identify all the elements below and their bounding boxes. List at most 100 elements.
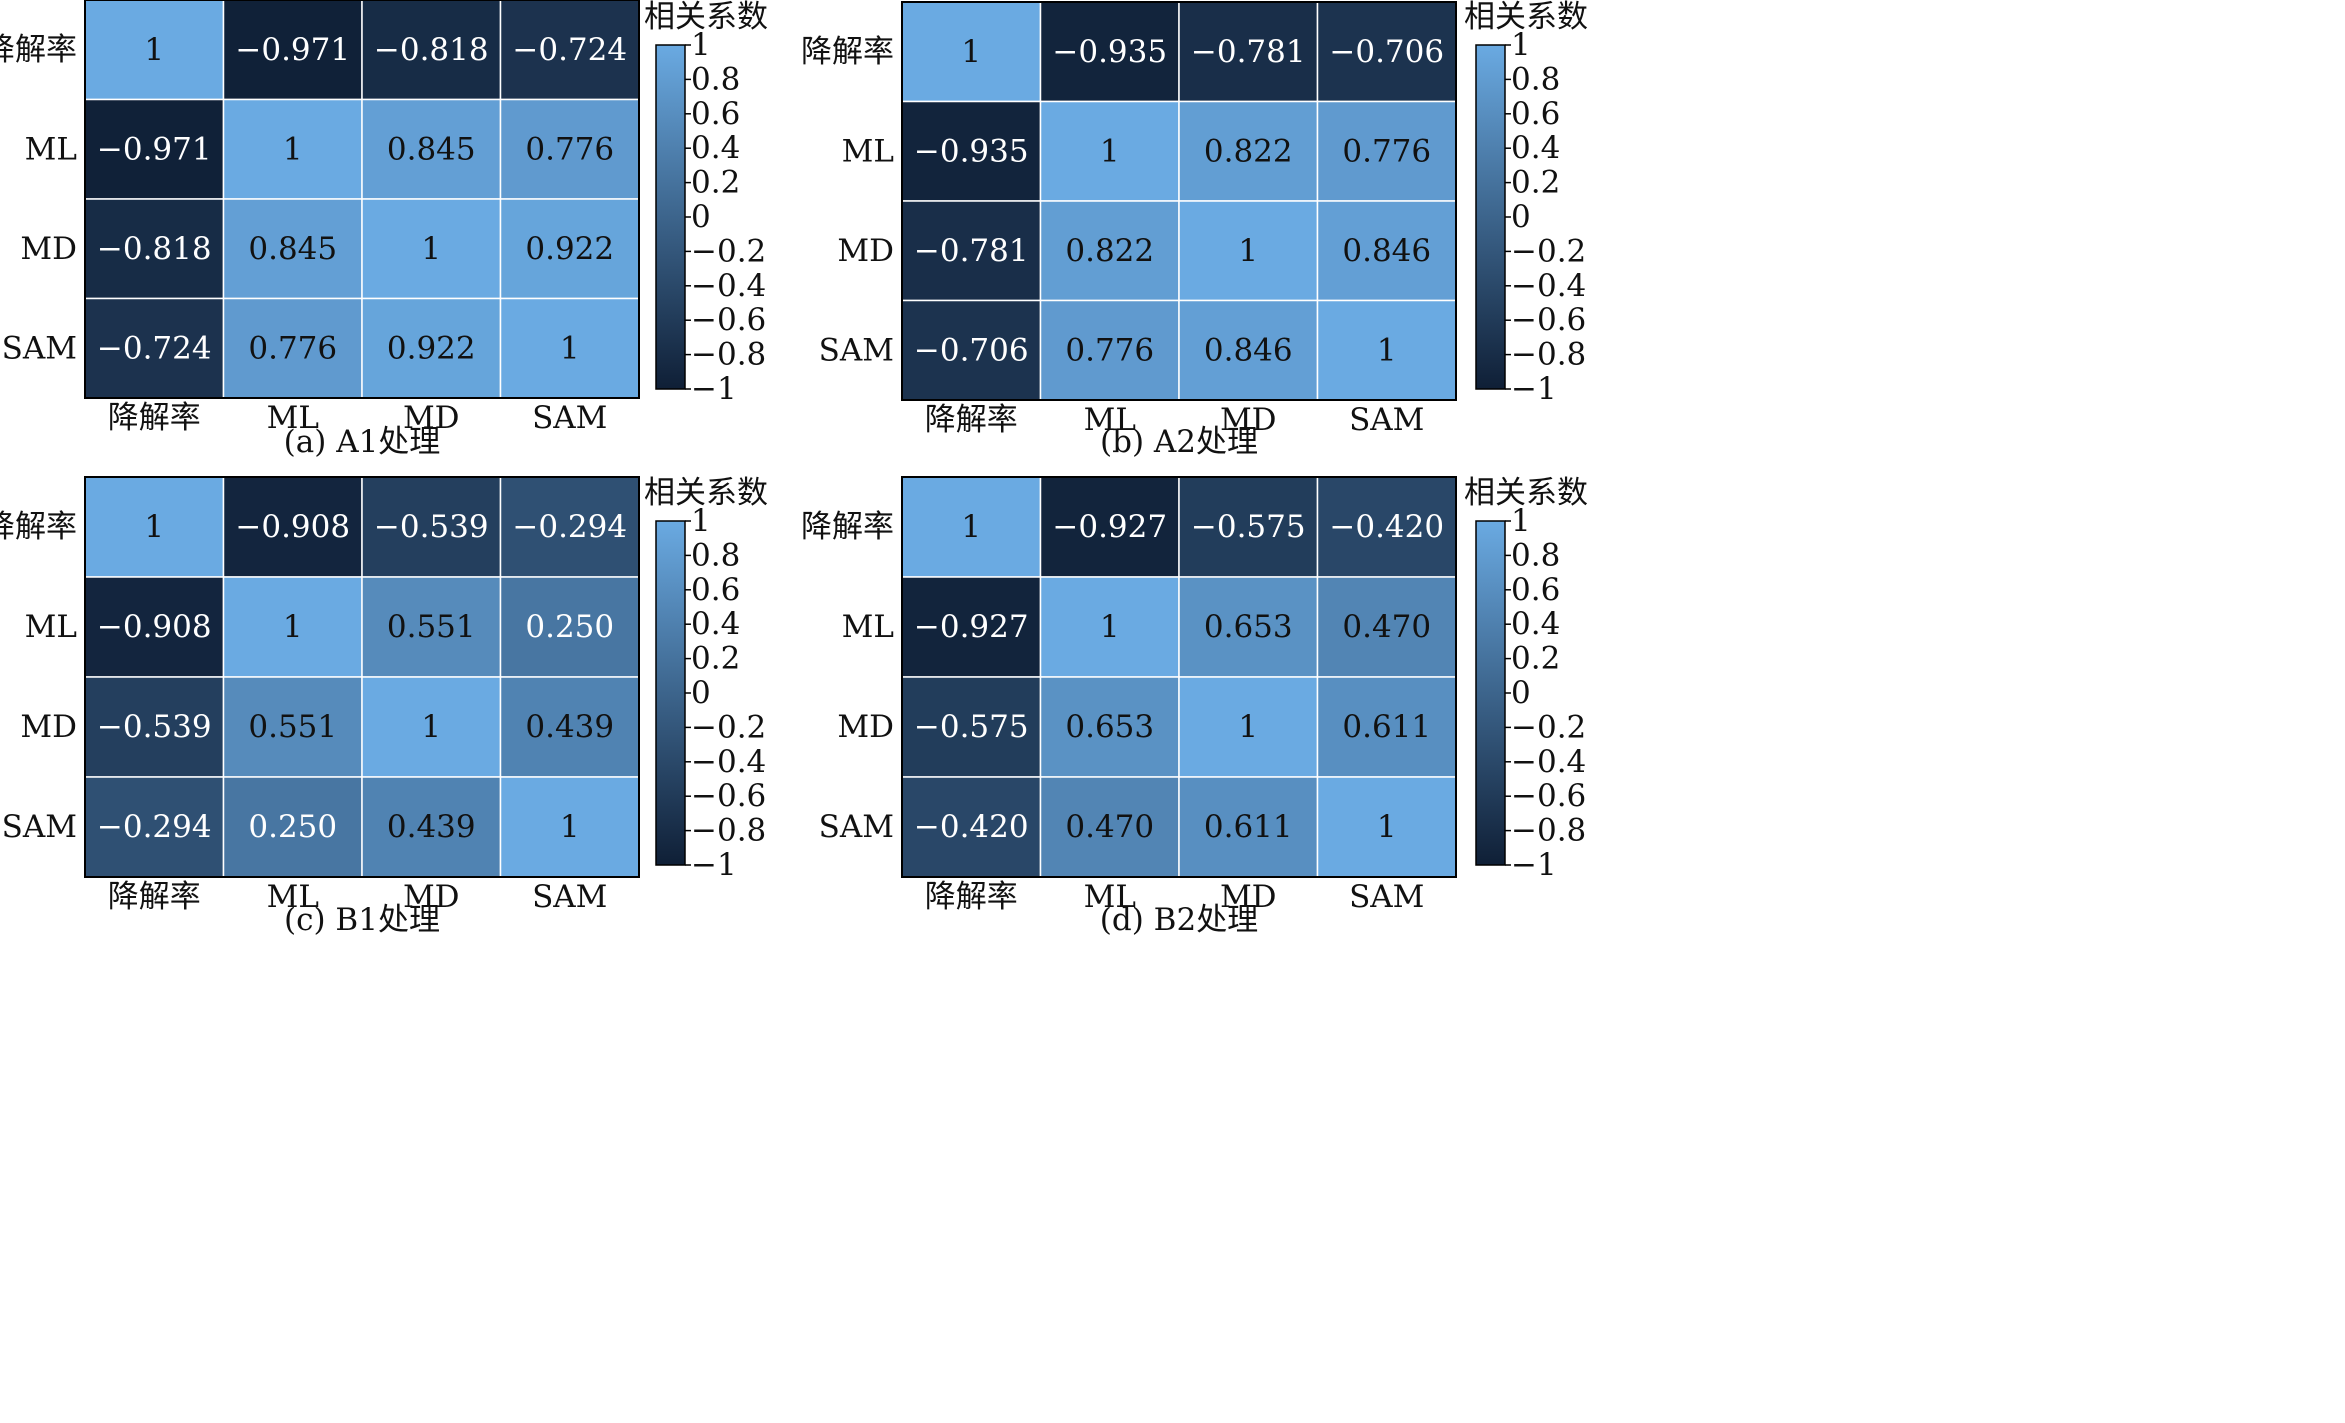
cell-value-label: 0.250 bbox=[248, 809, 337, 845]
cell-value-label: −0.908 bbox=[97, 609, 212, 645]
cell-value-label: 1 bbox=[1238, 709, 1258, 745]
cell-value-label: 1 bbox=[961, 509, 981, 545]
cell-value-label: 0.551 bbox=[387, 609, 476, 645]
row-label: SAM bbox=[2, 330, 77, 366]
colorbar bbox=[1475, 44, 1506, 390]
colorbar-tick-label: −0.8 bbox=[1511, 813, 1586, 849]
colorbar-tick-label: 0.2 bbox=[691, 641, 740, 677]
colorbar-tick-label: −0.6 bbox=[691, 302, 766, 338]
cell-value-label: 1 bbox=[144, 32, 164, 68]
cell-value-label: 0.611 bbox=[1204, 809, 1293, 845]
cell-value-label: 1 bbox=[421, 231, 441, 267]
row-label: SAM bbox=[819, 809, 894, 845]
heatmap-cell bbox=[1178, 299, 1319, 401]
column-label: SAM bbox=[532, 400, 607, 436]
column-label: ML bbox=[267, 400, 319, 436]
cell-value-label: 0.776 bbox=[1065, 332, 1154, 368]
colorbar-title: 相关系数 bbox=[644, 475, 768, 511]
cell-value-label: −0.294 bbox=[512, 509, 627, 545]
cell-value-label: 1 bbox=[1377, 332, 1397, 368]
heatmap-cell bbox=[499, 297, 640, 399]
cell-value-label: 1 bbox=[961, 34, 981, 70]
heatmap-cell bbox=[1039, 1, 1180, 103]
column-label: ML bbox=[1084, 879, 1136, 915]
heatmap-cell bbox=[499, 98, 640, 200]
row-label: 降解率 bbox=[0, 509, 77, 545]
cell-value-label: 1 bbox=[1377, 809, 1397, 845]
row-label: MD bbox=[20, 709, 77, 745]
colorbar-tick-label: 0.2 bbox=[1511, 641, 1560, 677]
colorbar-tick-label: −0.2 bbox=[1511, 709, 1586, 745]
heatmap-cell bbox=[1178, 676, 1319, 778]
cell-value-label: 1 bbox=[560, 809, 580, 845]
colorbar bbox=[655, 520, 686, 866]
heatmap-cell bbox=[1039, 100, 1180, 202]
panel-caption: (d) B2处理 bbox=[1100, 902, 1258, 938]
heatmap-cell bbox=[1178, 776, 1319, 878]
row-label: ML bbox=[25, 609, 77, 645]
row-label: 降解率 bbox=[801, 509, 894, 545]
panel-caption: (c) B1处理 bbox=[284, 902, 440, 938]
colorbar bbox=[655, 44, 686, 390]
colorbar-tick-label: 0.8 bbox=[691, 61, 740, 97]
column-label: MD bbox=[403, 879, 460, 915]
colorbar-tick-label: −1 bbox=[691, 847, 737, 883]
heatmap-cell bbox=[84, 297, 225, 399]
colorbar-tick-label: 0.4 bbox=[1511, 606, 1560, 642]
column-label: 降解率 bbox=[925, 879, 1018, 915]
heatmap-cell bbox=[84, 776, 225, 878]
heatmap-cell bbox=[1178, 1, 1319, 103]
cell-value-label: 0.653 bbox=[1065, 709, 1154, 745]
row-label: 降解率 bbox=[0, 32, 77, 68]
cell-value-label: −0.971 bbox=[235, 32, 350, 68]
cell-value-label: 1 bbox=[1238, 233, 1258, 269]
heatmap-cell bbox=[1316, 776, 1457, 878]
cell-value-label: 0.822 bbox=[1204, 133, 1293, 169]
cell-value-label: 1 bbox=[1100, 609, 1120, 645]
cell-value-label: 0.439 bbox=[387, 809, 476, 845]
heatmap-frame bbox=[901, 1, 1457, 401]
column-label: SAM bbox=[532, 879, 607, 915]
cell-value-label: −0.781 bbox=[1191, 34, 1306, 70]
heatmap-panel-3: 1 −0.927 −0.575 −0.420 −0.927 1 0.653 0.470 −0.5… bbox=[801, 475, 1588, 938]
heatmap-cell bbox=[222, 676, 363, 778]
cell-value-label: −0.927 bbox=[1052, 509, 1167, 545]
heatmap-cell bbox=[901, 299, 1042, 401]
cell-value-label: 1 bbox=[421, 709, 441, 745]
heatmap-frame bbox=[901, 476, 1457, 878]
cell-value-label: 0.551 bbox=[248, 709, 337, 745]
colorbar-tick-label: −0.2 bbox=[691, 233, 766, 269]
colorbar-tick-label: −1 bbox=[691, 371, 737, 407]
colorbar-tick-label: 0 bbox=[1511, 199, 1531, 235]
heatmap-cell bbox=[1039, 476, 1180, 578]
row-label: SAM bbox=[819, 332, 894, 368]
heatmap-cell bbox=[222, 198, 363, 300]
colorbar-tick-label: −0.4 bbox=[691, 744, 766, 780]
cell-value-label: 1 bbox=[283, 609, 303, 645]
colorbar-tick-label: 0.2 bbox=[691, 165, 740, 201]
cell-value-label: −0.971 bbox=[97, 131, 212, 167]
row-label: MD bbox=[20, 231, 77, 267]
heatmap-cell bbox=[222, 297, 363, 399]
cell-value-label: −0.781 bbox=[914, 233, 1029, 269]
colorbar-tick-label: −0.4 bbox=[1511, 744, 1586, 780]
colorbar-tick-label: 0.6 bbox=[1511, 96, 1560, 132]
column-label: SAM bbox=[1349, 402, 1424, 438]
colorbar-tick-label: −0.2 bbox=[1511, 233, 1586, 269]
cell-value-label: 0.470 bbox=[1065, 809, 1154, 845]
heatmap-cell bbox=[84, 576, 225, 678]
heatmap-cell bbox=[1178, 476, 1319, 578]
colorbar-tick-label: 1 bbox=[1511, 503, 1531, 539]
heatmap-cell bbox=[1039, 776, 1180, 878]
cell-value-label: 0.845 bbox=[387, 131, 476, 167]
cell-value-label: −0.420 bbox=[914, 809, 1029, 845]
heatmap-cell bbox=[361, 198, 502, 300]
colorbar-tick-label: 0.6 bbox=[691, 96, 740, 132]
cell-value-label: 0.776 bbox=[1342, 133, 1431, 169]
colorbar-tick-label: 0 bbox=[691, 199, 711, 235]
heatmap-cell bbox=[361, 576, 502, 678]
cell-value-label: −0.927 bbox=[914, 609, 1029, 645]
cell-value-label: 0.846 bbox=[1204, 332, 1293, 368]
row-label: SAM bbox=[2, 809, 77, 845]
panel-caption: (b) A2处理 bbox=[1100, 424, 1258, 460]
